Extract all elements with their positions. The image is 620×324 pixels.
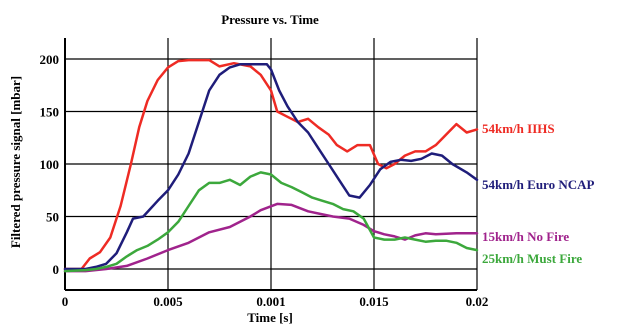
legend-label: 25km/h Must Fire <box>482 251 582 266</box>
x-tick-label: 0.001 <box>256 294 285 309</box>
y-tick-label: 0 <box>53 262 60 277</box>
series-lines <box>63 58 479 273</box>
series-line-25km-h-must-fire <box>63 171 479 273</box>
y-tick-label: 100 <box>40 157 60 172</box>
series-line-54km-h-euro-ncap <box>63 63 479 271</box>
chart-title: Pressure vs. Time <box>221 12 319 27</box>
legend: 54km/h IIHS 54km/h Euro NCAP 15km/h No Fir… <box>482 121 595 266</box>
y-axis-label: Filtered pressure signal [mbar] <box>8 76 23 248</box>
grid-lines <box>64 38 478 290</box>
y-tick-label: 150 <box>40 105 60 120</box>
series-line-54km-h-iihs <box>63 58 479 271</box>
series-line-15km-h-no-fire <box>63 202 479 273</box>
x-tick-label: 0.02 <box>466 294 489 309</box>
x-tick-label: 0 <box>62 294 69 309</box>
legend-label: 15km/h No Fire <box>482 229 569 244</box>
legend-label: 54km/h Euro NCAP <box>482 177 595 192</box>
legend-label: 54km/h IIHS <box>482 121 555 136</box>
x-tick-label: 0.015 <box>359 294 389 309</box>
y-tick-label: 200 <box>40 52 60 67</box>
axes <box>64 38 477 291</box>
x-tick-label: 0.005 <box>153 294 183 309</box>
x-tick-labels: 0 0.005 0.001 0.015 0.02 <box>62 294 489 309</box>
x-axis-label: Time [s] <box>247 310 293 324</box>
y-tick-label: 50 <box>46 210 59 225</box>
y-tick-labels: 0 50 100 150 200 <box>40 52 60 277</box>
